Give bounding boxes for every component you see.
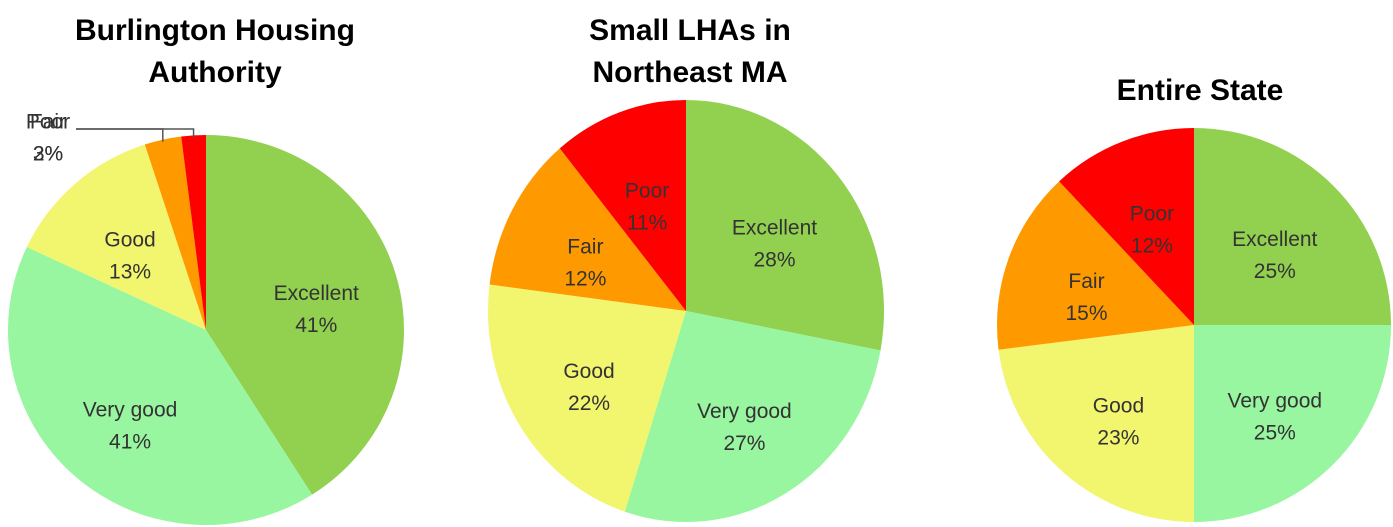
data-label: 13% — [109, 261, 151, 284]
pie-slice — [1194, 325, 1391, 522]
data-label-category: Poor — [1130, 202, 1174, 225]
pie-slice — [488, 284, 686, 512]
data-label: 3% — [33, 143, 63, 166]
data-label-category: Poor — [26, 111, 70, 134]
data-label-category: Fair — [1068, 270, 1104, 293]
data-label-category: Very good — [697, 400, 792, 423]
data-label-category: Poor — [625, 179, 669, 202]
data-label-category: Excellent — [1232, 228, 1317, 251]
data-label-category: Good — [1093, 394, 1144, 417]
chart-title: Burlington Housing Authority — [75, 14, 355, 89]
pie-slice — [998, 325, 1194, 522]
pie-slice — [489, 148, 686, 311]
data-label-category: Very good — [1228, 389, 1323, 412]
pie-slice — [8, 246, 313, 526]
pie-slice — [1059, 128, 1194, 325]
data-label-category: Good — [104, 229, 155, 252]
pie-slice — [144, 136, 206, 330]
pie-slice — [181, 135, 206, 330]
pie-slice — [559, 100, 686, 311]
data-label-category: Excellent — [732, 217, 817, 240]
chart-title: Small LHAs in Northeast MA — [589, 14, 791, 89]
data-label: 11% — [627, 211, 667, 234]
data-label: 12% — [1131, 234, 1173, 257]
pie-slice — [686, 100, 884, 351]
data-label: 41% — [109, 430, 151, 453]
data-label: 25% — [1254, 421, 1296, 444]
data-label-category: Good — [563, 360, 614, 383]
pie-slice — [624, 311, 881, 522]
data-label: 2% — [33, 143, 63, 166]
leader-line — [76, 128, 164, 142]
pie-slice — [997, 181, 1194, 350]
pie-slice — [1194, 128, 1391, 325]
leader-line — [76, 128, 195, 138]
pie-slice — [206, 135, 404, 495]
data-label: 15% — [1065, 302, 1107, 325]
data-label-category: Fair — [30, 111, 66, 134]
data-label: 22% — [568, 392, 610, 415]
data-label-category: Very good — [83, 398, 178, 421]
data-label: 23% — [1097, 426, 1139, 449]
data-label: 12% — [564, 268, 606, 291]
chart-title: Entire State — [1116, 74, 1284, 107]
data-label: 25% — [1254, 260, 1296, 283]
data-label-category: Excellent — [274, 282, 359, 305]
data-label: 28% — [753, 249, 795, 272]
pie-slice — [26, 144, 207, 330]
data-label: 27% — [723, 432, 765, 455]
data-label: 41% — [295, 314, 337, 337]
data-label-category: Fair — [567, 236, 603, 259]
